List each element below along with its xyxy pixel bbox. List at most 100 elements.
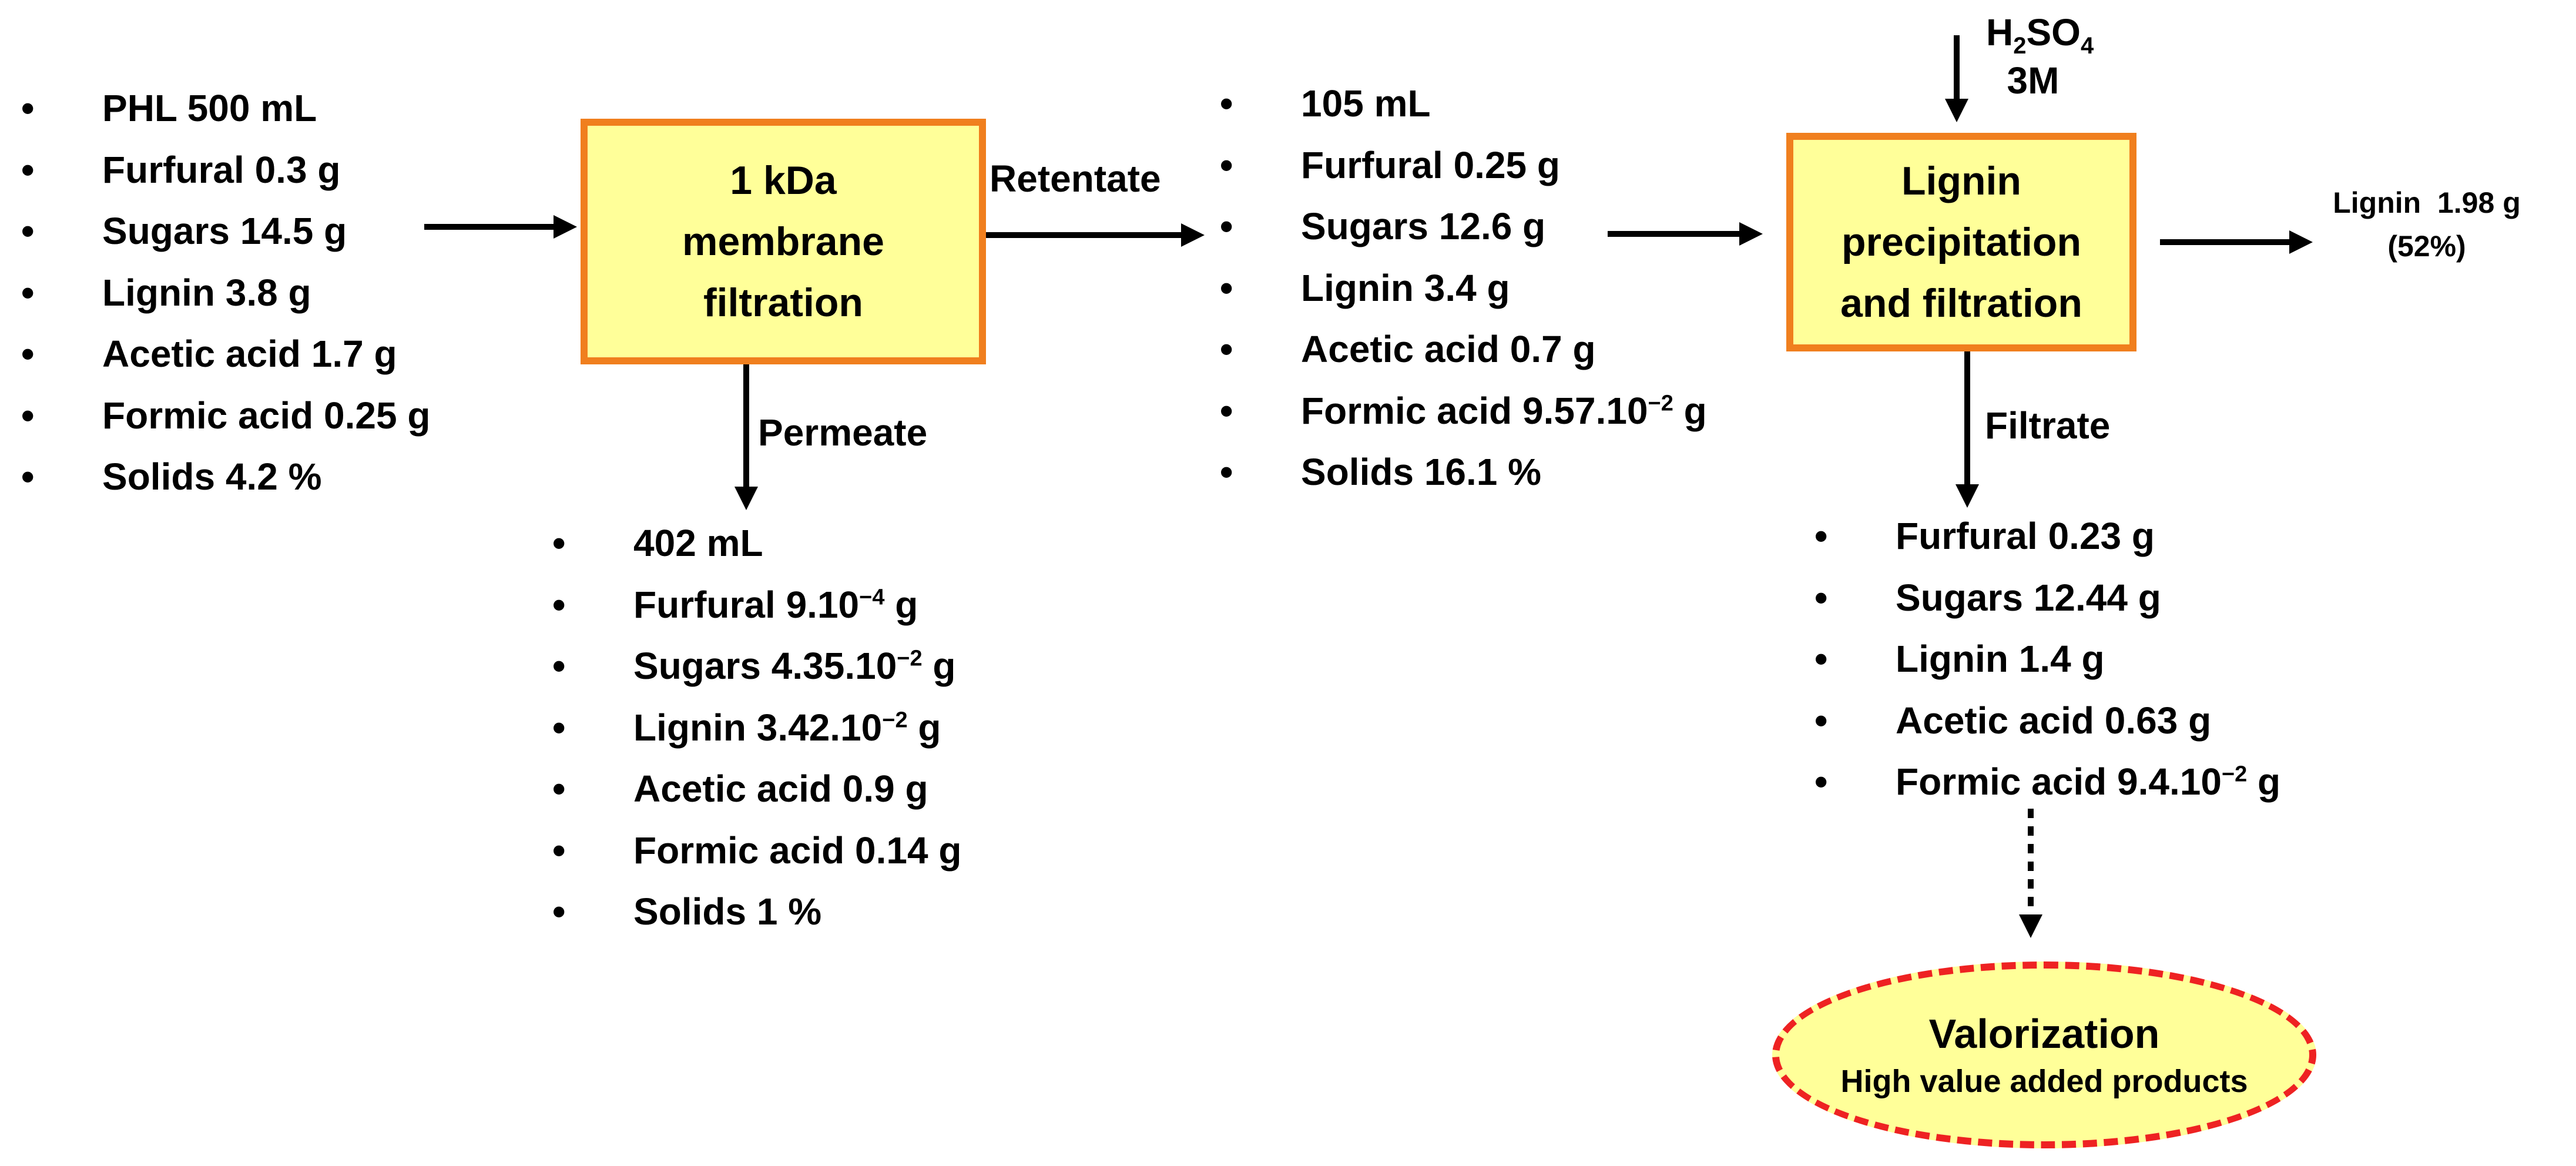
valorization-title: Valorization xyxy=(1928,1011,2160,1057)
bullet: • xyxy=(21,394,35,437)
list-item: • Lignin 3.8 g xyxy=(21,262,430,324)
box-line: membrane xyxy=(682,219,884,264)
list-item: • Formic acid 0.25 g xyxy=(21,385,430,447)
item-text: 105 mL xyxy=(1301,82,1431,125)
item-text: Acetic acid 1.7 g xyxy=(102,333,397,375)
item-text: Lignin 3.8 g xyxy=(102,271,311,314)
bullet: • xyxy=(552,890,566,933)
acid-formula: H2SO4 xyxy=(1986,8,2094,59)
list-item: • 402 mL xyxy=(552,512,961,574)
box-line: precipitation xyxy=(1841,220,2082,264)
list-item: • Lignin 1.4 g xyxy=(1814,628,2280,690)
bullet: • xyxy=(21,333,35,375)
box-line: and filtration xyxy=(1840,281,2082,326)
bullet: • xyxy=(552,583,566,626)
item-text: Sugars 4.35.10 xyxy=(633,645,897,687)
box-line: 1 kDa xyxy=(730,158,837,203)
bullet: • xyxy=(1814,760,1828,803)
membrane-filtration-box: 1 kDa membrane filtration xyxy=(581,119,986,364)
item-text: Solids 16.1 % xyxy=(1301,451,1542,493)
item-text: Formic acid 0.14 g xyxy=(633,829,962,872)
list-item: • Furfural 0.3 g xyxy=(21,139,430,201)
formula-part: SO xyxy=(2026,11,2081,53)
list-item: • Formic acid 0.14 g xyxy=(552,820,961,882)
bullet: • xyxy=(21,87,35,129)
valorization-subtitle: High value added products xyxy=(1840,1064,2248,1099)
list-item: • Acetic acid 0.9 g xyxy=(552,758,961,820)
item-text: PHL 500 mL xyxy=(102,87,317,129)
bullet: • xyxy=(1220,328,1233,370)
item-text: Furfural 9.10 xyxy=(633,583,860,626)
exponent: −2 xyxy=(2221,762,2248,787)
list-item: • Furfural 0.23 g xyxy=(1814,505,2280,567)
item-unit: g xyxy=(1673,389,1707,432)
bullet: • xyxy=(552,645,566,687)
item-text: Sugars 12.44 g xyxy=(1896,576,2161,619)
filtrate-composition-list: • Furfural 0.23 g • Sugars 12.44 g • Lignin… xyxy=(1814,505,2280,813)
bullet: • xyxy=(1220,82,1233,125)
list-item: • Acetic acid 0.7 g xyxy=(1220,319,1707,380)
list-item: • Sugars 4.35.10−2 g xyxy=(552,635,961,697)
formula-subscript: 4 xyxy=(2080,32,2094,59)
item-text: Furfural 0.3 g xyxy=(102,148,341,191)
list-item: • Solids 1 % xyxy=(552,881,961,943)
acid-input-label: H2SO4 3M xyxy=(1986,8,2094,105)
list-item: • Furfural 9.10−4 g xyxy=(552,574,961,636)
box-line: filtration xyxy=(703,280,863,325)
item-unit: g xyxy=(884,583,918,626)
permeate-composition-list: • 402 mL • Furfural 9.10−4 g • Sugars 4.35.… xyxy=(552,512,961,943)
exponent: −2 xyxy=(897,646,923,671)
product-amount: Lignin 1.98 g xyxy=(2333,186,2521,219)
item-text: Solids 4.2 % xyxy=(102,455,322,498)
list-item: • Formic acid 9.57.10−2 g xyxy=(1220,380,1707,442)
bullet: • xyxy=(1220,143,1233,186)
item-unit: g xyxy=(2247,760,2281,803)
bullet: • xyxy=(1220,451,1233,493)
item-text: Acetic acid 0.9 g xyxy=(633,768,928,810)
bullet: • xyxy=(1220,205,1233,247)
item-text: Sugars 12.6 g xyxy=(1301,205,1546,247)
item-unit: g xyxy=(907,706,941,749)
acid-concentration: 3M xyxy=(2007,59,2060,102)
item-text: Formic acid 0.25 g xyxy=(102,394,431,437)
list-item: • Solids 4.2 % xyxy=(21,446,430,508)
filtrate-label: Filtrate xyxy=(1985,404,2111,447)
bullet: • xyxy=(1220,266,1233,309)
feed-composition-list: • PHL 500 mL • Furfural 0.3 g • Sugars 14.5… xyxy=(21,78,430,508)
item-unit: g xyxy=(922,645,956,687)
list-item: • Sugars 14.5 g xyxy=(21,200,430,262)
list-item: • Sugars 12.44 g xyxy=(1814,567,2280,629)
item-text: Lignin 3.42.10 xyxy=(633,706,883,749)
list-item: • Lignin 3.42.10−2 g xyxy=(552,697,961,759)
item-text: Furfural 0.23 g xyxy=(1896,515,2155,557)
bullet: • xyxy=(1814,638,1828,680)
item-text: Formic acid 9.4.10 xyxy=(1896,760,2222,803)
list-item: • Acetic acid 0.63 g xyxy=(1814,690,2280,752)
list-item: • Acetic acid 1.7 g xyxy=(21,323,430,385)
valorization-ellipse: Valorization High value added products xyxy=(1772,961,2316,1148)
exponent: −4 xyxy=(859,585,885,610)
item-text: Furfural 0.25 g xyxy=(1301,143,1560,186)
bullet: • xyxy=(21,271,35,314)
bullet: • xyxy=(552,522,566,564)
list-item: • Solids 16.1 % xyxy=(1220,441,1707,503)
permeate-label: Permeate xyxy=(758,411,928,454)
bullet: • xyxy=(21,210,35,252)
list-item: • Sugars 12.6 g xyxy=(1220,196,1707,257)
formula-part: H xyxy=(1986,11,2014,53)
item-text: Solids 1 % xyxy=(633,890,822,933)
list-item: • 105 mL xyxy=(1220,73,1707,135)
item-text: Acetic acid 0.7 g xyxy=(1301,328,1596,370)
list-item: • Lignin 3.4 g xyxy=(1220,257,1707,319)
retentate-composition-list: • 105 mL • Furfural 0.25 g • Sugars 12.6 g … xyxy=(1220,73,1707,503)
list-item: • Furfural 0.25 g xyxy=(1220,135,1707,196)
bullet: • xyxy=(552,768,566,810)
bullet: • xyxy=(1814,699,1828,742)
bullet: • xyxy=(552,706,566,749)
retentate-label: Retentate xyxy=(990,158,1161,200)
product-yield: (52%) xyxy=(2387,230,2466,263)
exponent: −2 xyxy=(1648,391,1673,416)
lignin-precipitation-box: Lignin precipitation and filtration xyxy=(1786,133,2136,351)
formula-subscript: 2 xyxy=(2013,32,2027,59)
